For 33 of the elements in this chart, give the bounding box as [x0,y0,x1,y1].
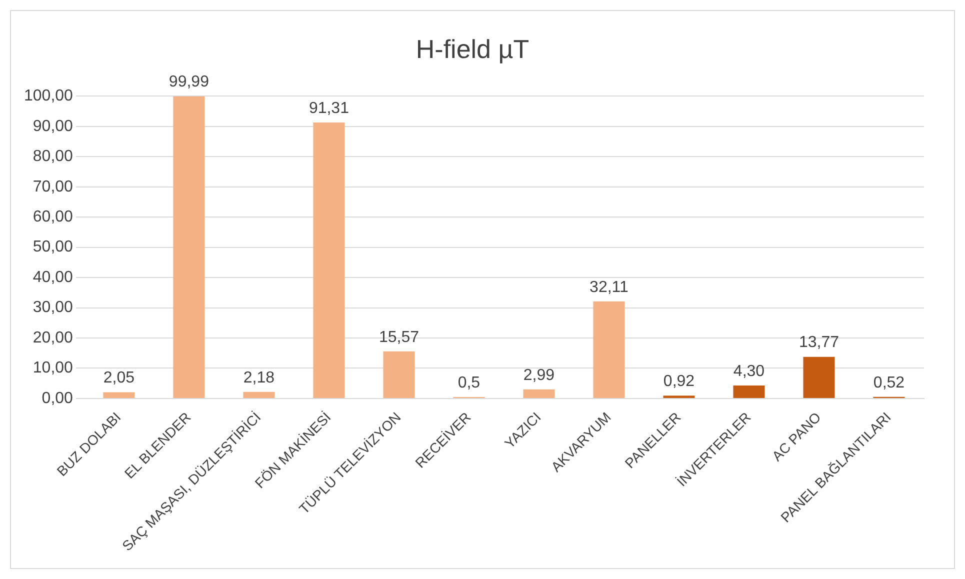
bar [803,356,835,398]
chart-title: H-field µT [416,34,530,64]
data-label: 13,77 [798,334,840,352]
data-label: 2,99 [523,366,555,384]
data-label: 2,05 [103,370,135,387]
y-tick-label: 20,00 [32,329,74,346]
bar [173,96,205,398]
y-tick-label: 30,00 [32,299,74,316]
y-tick-label: 60,00 [32,208,74,226]
bar [313,122,345,398]
y-tick-label: 0,00 [42,390,74,407]
y-tick-label: 90,00 [32,118,74,135]
bar [523,389,555,398]
bar [383,351,415,398]
y-tick-label: 40,00 [32,268,74,286]
data-label: 4,30 [733,362,765,380]
data-label: 0,52 [873,374,905,392]
bar [243,392,275,398]
data-label: 2,18 [243,369,275,386]
y-tick-label: 70,00 [32,178,74,196]
y-tick-label: 10,00 [32,360,74,377]
bar [103,392,135,398]
data-label: 99,99 [168,74,210,91]
bar [733,385,765,398]
data-label: 0,92 [663,373,695,390]
data-label: 32,11 [590,278,628,296]
y-tick-label: 50,00 [32,238,74,256]
bar [593,301,625,398]
data-label: 15,57 [378,328,420,346]
y-tick-label: 100,00 [24,88,74,105]
y-tick-label: 80,00 [32,148,74,166]
data-label: 0,5 [458,374,480,392]
data-label: 91,31 [308,100,350,117]
